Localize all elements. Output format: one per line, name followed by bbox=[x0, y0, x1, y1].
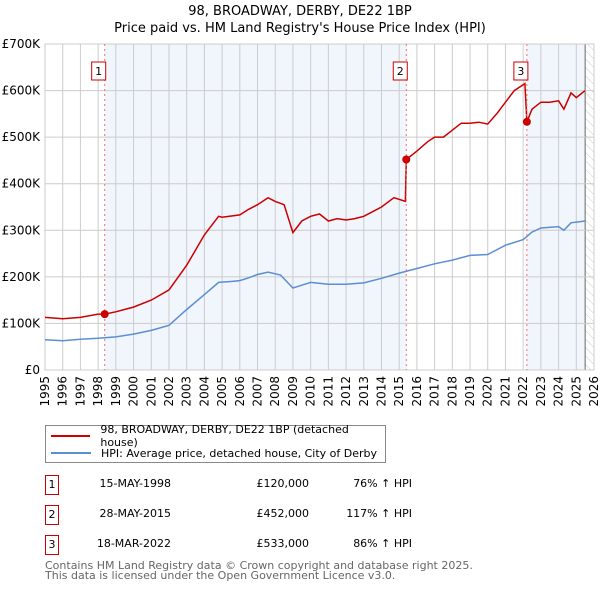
chart-subtitle: Price paid vs. HM Land Registry's House … bbox=[114, 21, 486, 36]
footer-line: Contains HM Land Registry data © Crown c… bbox=[45, 559, 473, 572]
y-tick-label: £200K bbox=[2, 270, 42, 284]
x-tick-label: 2002 bbox=[162, 376, 176, 407]
legend-label-property: 98, BROADWAY, DERBY, DE22 1BP (detached … bbox=[100, 423, 349, 449]
chart-title: 98, BROADWAY, DERBY, DE22 1BP bbox=[188, 4, 412, 19]
x-tick-label: 2014 bbox=[374, 376, 388, 407]
footer-line: This data is licensed under the Open Gov… bbox=[45, 569, 396, 582]
x-tick-label: 2025 bbox=[569, 376, 583, 407]
x-tick-label: 1997 bbox=[73, 376, 87, 407]
x-tick-label: 2008 bbox=[268, 376, 282, 407]
legend-swatch-property bbox=[51, 435, 91, 437]
sale-date: 18-MAR-2022 bbox=[96, 537, 171, 550]
series-line bbox=[44, 220, 586, 342]
x-tick-label: 2010 bbox=[304, 376, 318, 407]
sale-marker: 1 bbox=[45, 475, 59, 495]
sale-label-box bbox=[513, 61, 529, 81]
y-tick-label: £100K bbox=[2, 316, 42, 330]
sale-price: £533,000 bbox=[256, 537, 310, 550]
sale-hpi: 86% ↑ HPI bbox=[353, 537, 412, 550]
y-tick-label: £0 bbox=[25, 363, 40, 377]
legend-label-hpi: HPI: Average price, detached house, City… bbox=[101, 446, 378, 460]
forecast-hatch bbox=[585, 44, 594, 370]
x-tick-label: 1996 bbox=[56, 376, 70, 407]
sale-point bbox=[522, 117, 531, 126]
x-tick-label: 2004 bbox=[197, 376, 211, 407]
legend: 98, BROADWAY, DERBY, DE22 1BP (detached … bbox=[45, 423, 386, 463]
x-tick-label: 1998 bbox=[91, 376, 105, 407]
x-tick-label: 2001 bbox=[144, 376, 158, 407]
legend-swatch-hpi bbox=[51, 452, 91, 454]
y-tick-label: £500K bbox=[2, 130, 42, 144]
plot-border bbox=[44, 43, 595, 371]
x-tick-label: 2017 bbox=[428, 376, 442, 407]
y-tick-label: £700K bbox=[2, 37, 42, 51]
sale-marker: 3 bbox=[45, 535, 59, 555]
x-tick-label: 2019 bbox=[463, 376, 477, 407]
x-tick-label: 2009 bbox=[286, 376, 300, 407]
x-tick-label: 1999 bbox=[109, 376, 123, 407]
sale-label-box bbox=[91, 61, 107, 81]
sale-row: 1 15-MAY-1998 £120,000 76% ↑ HPI bbox=[45, 475, 465, 495]
footer: Contains HM Land Registry data © Crown c… bbox=[45, 559, 473, 582]
series-line bbox=[44, 82, 586, 320]
sale-price: £452,000 bbox=[256, 507, 310, 520]
x-tick-label: 2026 bbox=[587, 376, 600, 407]
sale-point bbox=[402, 155, 411, 164]
x-tick-label: 2007 bbox=[251, 376, 265, 407]
x-tick-label: 2022 bbox=[516, 376, 530, 407]
sale-row: 3 18-MAR-2022 £533,000 86% ↑ HPI bbox=[45, 535, 465, 555]
x-tick-label: 2020 bbox=[481, 376, 495, 407]
y-tick-label: £300K bbox=[2, 223, 42, 237]
x-tick-label: 2018 bbox=[445, 376, 459, 407]
x-tick-label: 2013 bbox=[357, 376, 371, 407]
x-tick-label: 1995 bbox=[38, 376, 52, 407]
x-tick-label: 2005 bbox=[215, 376, 229, 407]
shaded-period bbox=[104, 44, 407, 370]
sale-label: 3 bbox=[517, 65, 524, 78]
sale-label: 2 bbox=[397, 65, 404, 78]
x-tick-label: 2012 bbox=[339, 376, 353, 407]
sale-hpi: 76% ↑ HPI bbox=[353, 477, 412, 490]
y-tick-label: £400K bbox=[2, 177, 42, 191]
x-tick-label: 2024 bbox=[552, 376, 566, 407]
x-tick-label: 2015 bbox=[392, 376, 406, 407]
sale-row: 2 28-MAY-2015 £452,000 117% ↑ HPI bbox=[45, 505, 465, 525]
sale-marker: 2 bbox=[45, 505, 59, 525]
sale-label-box bbox=[392, 61, 408, 81]
x-tick-label: 2011 bbox=[321, 376, 335, 407]
x-tick-label: 2016 bbox=[410, 376, 424, 407]
sale-date: 15-MAY-1998 bbox=[99, 477, 171, 490]
sale-date: 28-MAY-2015 bbox=[99, 507, 171, 520]
shaded-period bbox=[526, 44, 586, 370]
x-tick-label: 2003 bbox=[180, 376, 194, 407]
x-tick-label: 2021 bbox=[498, 376, 512, 407]
x-tick-label: 2006 bbox=[233, 376, 247, 407]
sale-price: £120,000 bbox=[256, 477, 310, 490]
x-tick-label: 2000 bbox=[127, 376, 141, 407]
y-tick-label: £600K bbox=[2, 84, 42, 98]
sale-point bbox=[100, 310, 109, 319]
sale-label: 1 bbox=[95, 65, 102, 78]
x-tick-label: 2023 bbox=[534, 376, 548, 407]
sale-hpi: 117% ↑ HPI bbox=[346, 507, 412, 520]
